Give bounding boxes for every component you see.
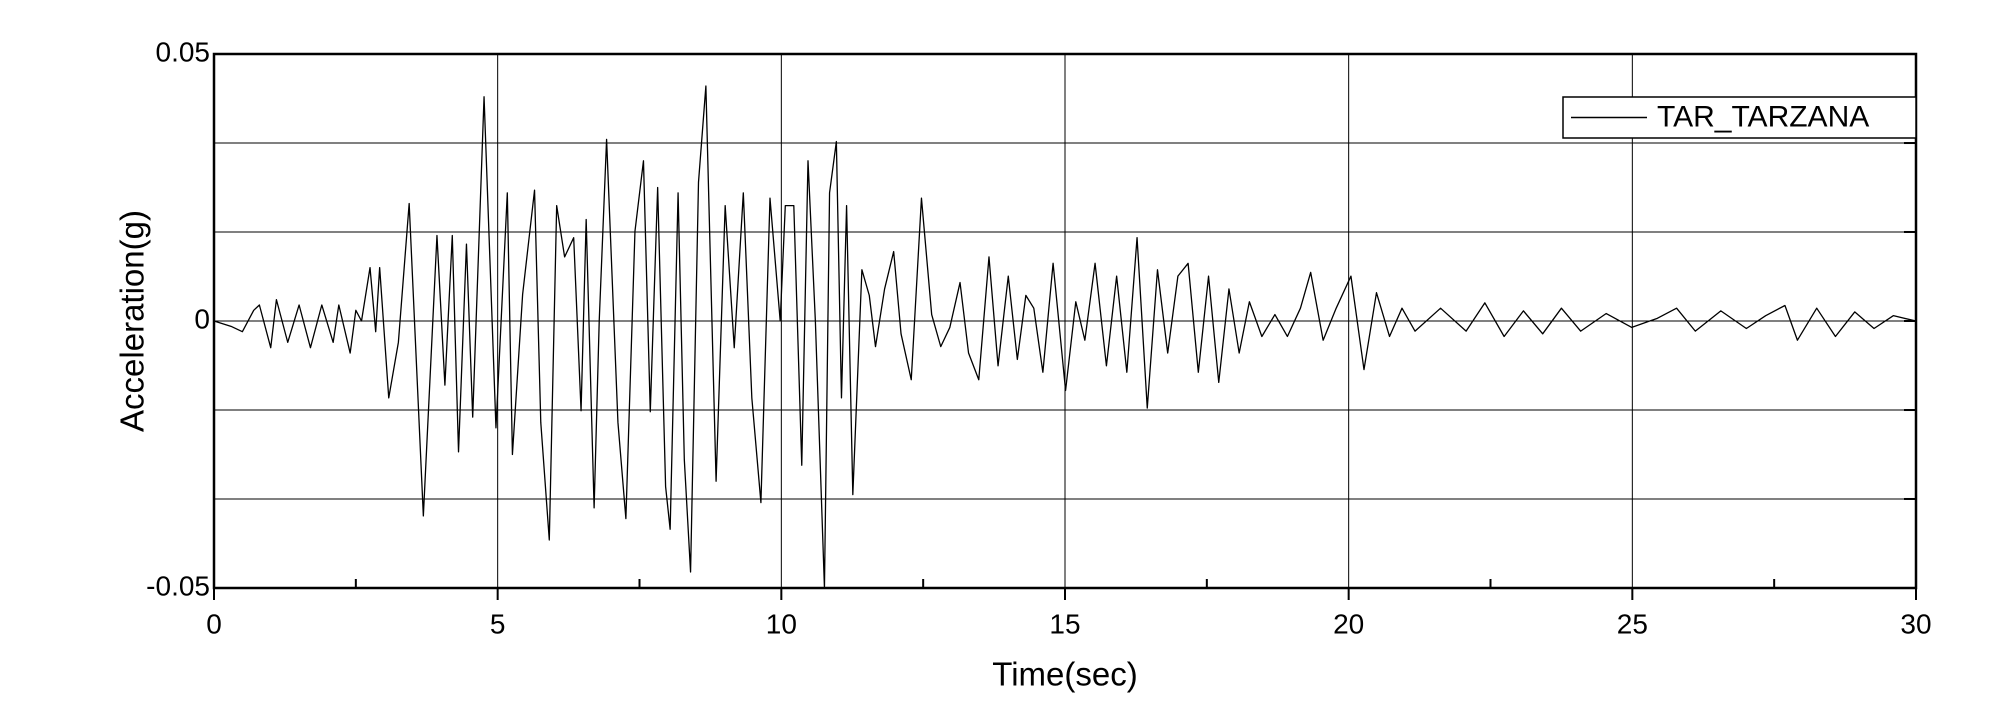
y-tick-label: -0.05 — [146, 570, 210, 601]
x-axis-title: Time(sec) — [992, 656, 1137, 693]
x-tick-label: 30 — [1900, 608, 1931, 639]
x-tick-label: 15 — [1049, 608, 1080, 639]
x-tick-label: 0 — [206, 608, 222, 639]
x-tick-label: 5 — [490, 608, 506, 639]
y-axis-title: Acceleration(g) — [114, 210, 151, 432]
y-tick-label: 0.05 — [156, 36, 211, 67]
legend-label: TAR_TARZANA — [1657, 100, 1869, 133]
y-tick-label: 0 — [194, 303, 210, 334]
series-line — [213, 85, 1917, 589]
x-tick-label: 10 — [766, 608, 797, 639]
x-tick-label: 25 — [1617, 608, 1648, 639]
x-tick-label: 20 — [1333, 608, 1364, 639]
